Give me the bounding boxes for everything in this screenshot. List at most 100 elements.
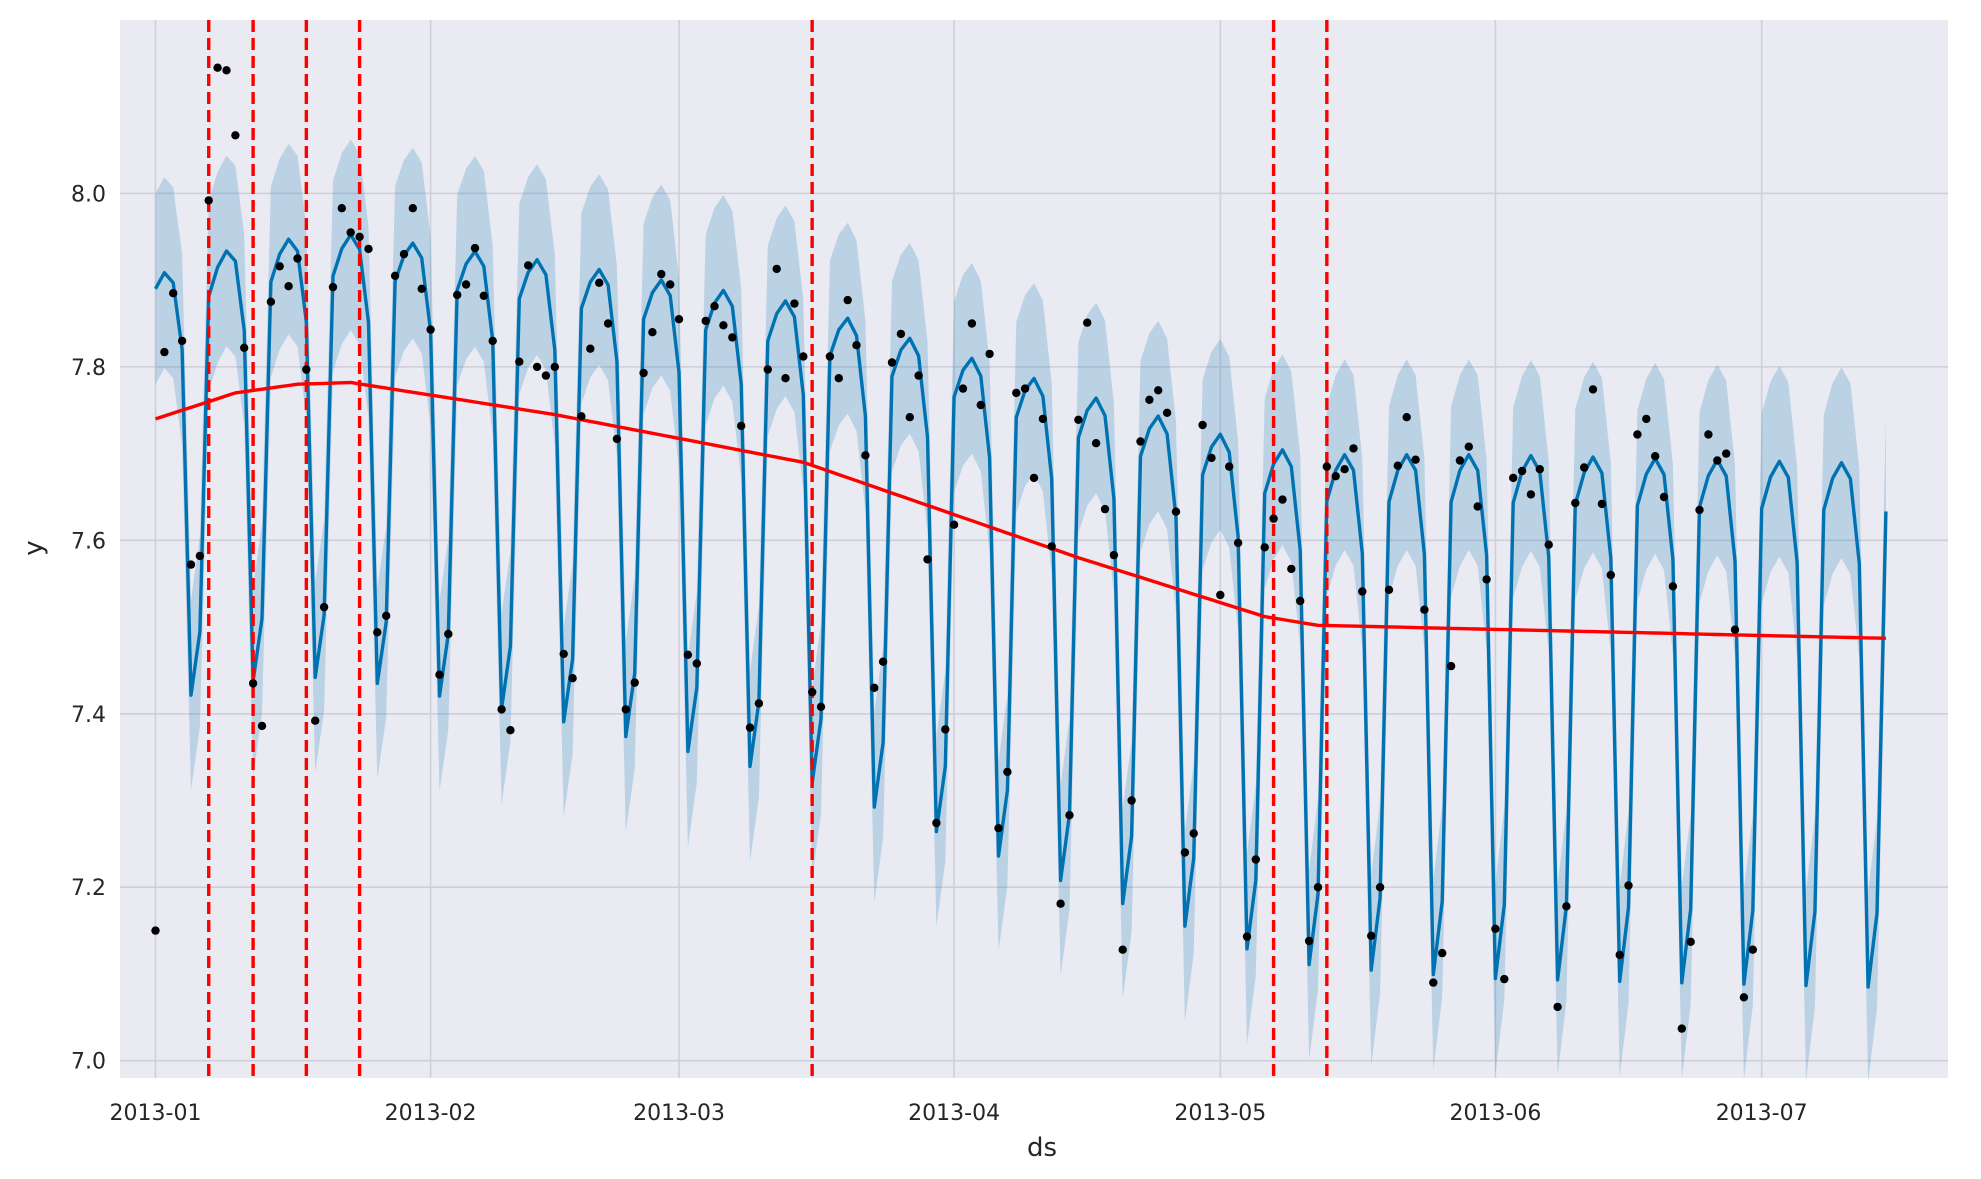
trend-line (154, 380, 1886, 640)
observed-point (373, 628, 382, 637)
observed-points (151, 63, 1758, 1033)
observed-point (364, 244, 373, 254)
observed-point (985, 349, 994, 359)
observed-point (177, 336, 187, 346)
observed-point (1393, 461, 1403, 470)
observed-point (976, 400, 985, 410)
observed-point (1526, 490, 1536, 499)
observed-point (169, 289, 178, 298)
observed-point (754, 699, 764, 708)
observed-point (949, 520, 959, 529)
observed-point (1091, 439, 1101, 448)
observed-point (1260, 543, 1269, 552)
observed-point (319, 602, 329, 612)
observed-point (293, 254, 302, 263)
observed-point (559, 649, 568, 659)
observed-point (701, 316, 710, 326)
observed-point (603, 319, 613, 328)
observed-point (586, 344, 595, 353)
observed-point (1065, 811, 1074, 820)
observed-point (781, 374, 790, 383)
observed-point (1127, 796, 1136, 805)
observed-point (1109, 550, 1119, 560)
observed-point (870, 683, 879, 692)
observed-point (1189, 829, 1198, 838)
observed-point (470, 243, 480, 253)
observed-point (1304, 936, 1314, 946)
observed-point (399, 249, 409, 259)
observed-point (1482, 575, 1491, 584)
observed-point (1296, 596, 1305, 606)
observed-point (648, 328, 657, 337)
observed-point (1730, 625, 1740, 634)
x-tick-labels: 2013-01 2013-02 2013-03 2013-04 2013-05 2013-… (110, 1101, 1808, 1126)
observed-point (834, 374, 843, 383)
observed-point (1535, 465, 1545, 474)
observed-point (151, 926, 160, 935)
observed-point (1704, 430, 1713, 439)
observed-point (1571, 498, 1580, 508)
y-tick-label: 7.6 (71, 529, 106, 554)
changepoint-lines (207, 20, 1329, 1078)
observed-point (1322, 462, 1332, 471)
uncertainty-interval-band (155, 139, 1886, 1083)
observed-point (311, 716, 320, 725)
observed-point (674, 315, 684, 324)
y-tick-label: 8.0 (71, 182, 106, 207)
observed-point (515, 357, 524, 366)
observed-point (426, 325, 435, 334)
observed-point (355, 232, 364, 241)
observed-point (160, 347, 169, 357)
observed-point (1624, 881, 1633, 890)
observed-point (799, 352, 808, 361)
observed-point (595, 278, 604, 287)
observed-point (1659, 492, 1669, 502)
observed-point (1677, 1024, 1687, 1033)
observed-point (1269, 514, 1278, 523)
observed-point (1154, 386, 1163, 395)
y-tick-label: 7.8 (71, 356, 106, 381)
x-tick-label: 2013-07 (1716, 1101, 1808, 1126)
observed-point (1606, 570, 1616, 580)
observed-point (923, 555, 932, 564)
observed-point (1145, 395, 1154, 404)
observed-point (1349, 444, 1358, 453)
observed-point (728, 333, 737, 342)
observed-point (932, 818, 941, 828)
observed-point (941, 725, 950, 734)
observed-point (524, 261, 533, 270)
observed-point (390, 271, 400, 280)
observed-point (488, 336, 497, 346)
x-tick-label: 2013-06 (1449, 1101, 1541, 1126)
observed-point (887, 358, 897, 367)
x-tick-label: 2013-01 (110, 1101, 202, 1126)
x-tick-label: 2013-05 (1174, 1101, 1266, 1126)
observed-point (1375, 883, 1385, 892)
observed-point (852, 341, 861, 350)
observed-point (1651, 452, 1660, 461)
observed-point (1544, 540, 1553, 549)
x-axis-label: ds (1027, 1133, 1057, 1163)
observed-point (1162, 408, 1172, 417)
observed-point (417, 284, 426, 293)
observed-point (1553, 1002, 1562, 1012)
observed-point (896, 329, 906, 339)
observed-point (231, 131, 240, 140)
observed-point (914, 371, 923, 380)
observed-point (763, 365, 772, 374)
observed-point (1358, 587, 1367, 596)
observed-point (1402, 413, 1411, 422)
observed-point (790, 299, 799, 308)
observed-point (1180, 848, 1190, 857)
observed-point (257, 721, 267, 731)
observed-point (772, 264, 781, 274)
observed-point (1242, 932, 1252, 941)
observed-point (1384, 585, 1394, 594)
observed-point (497, 705, 506, 714)
observed-point (346, 228, 355, 237)
observed-point (532, 362, 542, 372)
observed-point (1118, 945, 1127, 954)
observed-point (1207, 453, 1216, 463)
observed-point (878, 657, 888, 666)
forecast-line (154, 233, 1888, 989)
